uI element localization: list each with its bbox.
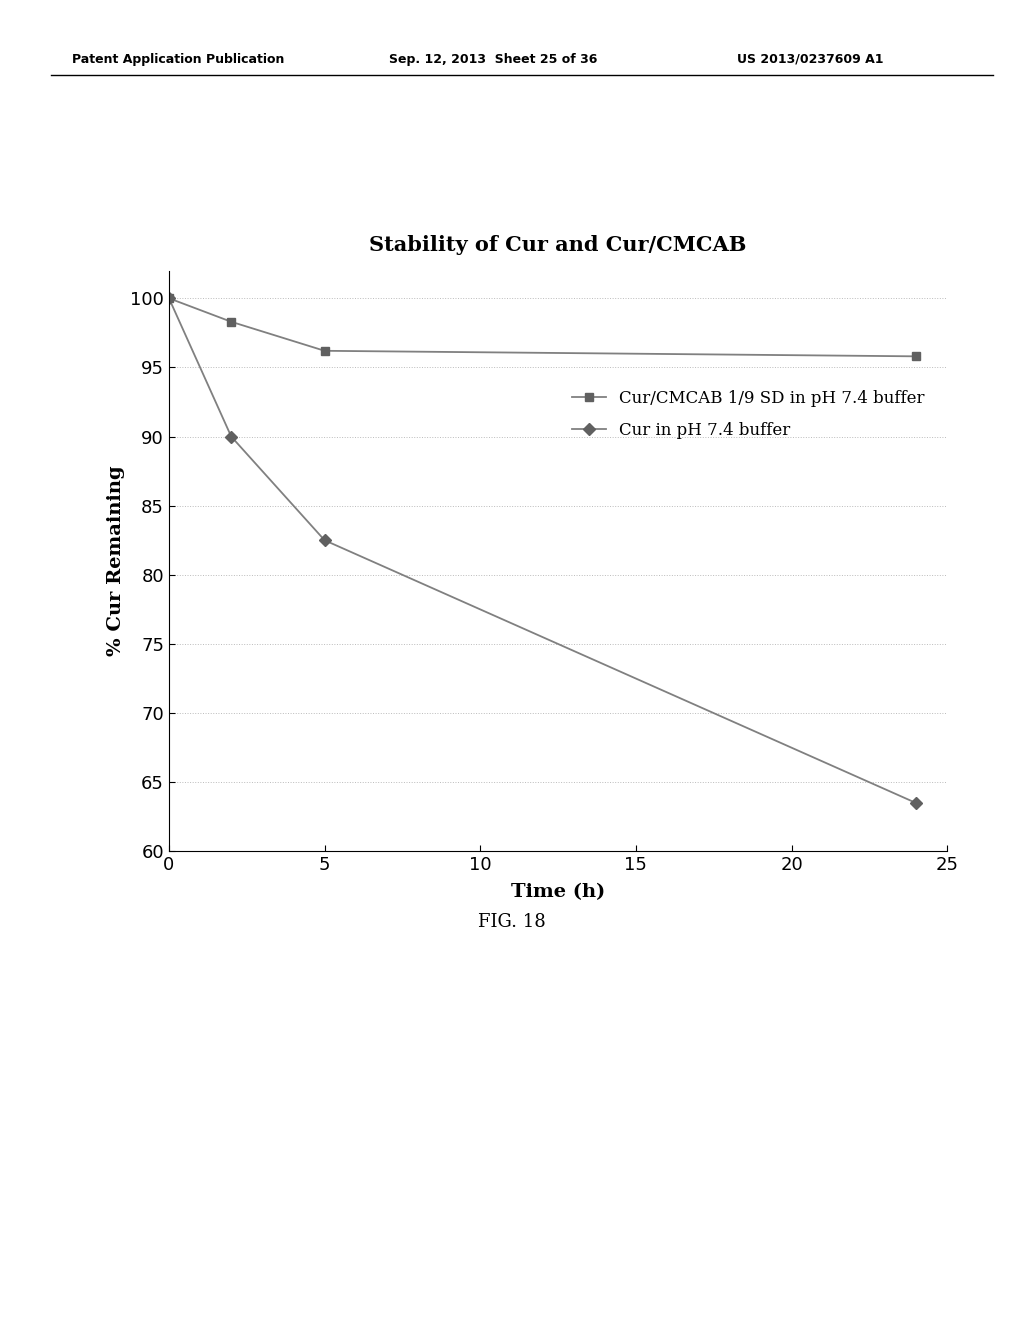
Text: US 2013/0237609 A1: US 2013/0237609 A1 bbox=[737, 53, 884, 66]
Line: Cur/CMCAB 1/9 SD in pH 7.4 buffer: Cur/CMCAB 1/9 SD in pH 7.4 buffer bbox=[165, 294, 921, 360]
Cur in pH 7.4 buffer bbox=[318, 532, 331, 548]
Legend: Cur/CMCAB 1/9 SD in pH 7.4 buffer, Cur in pH 7.4 buffer: Cur/CMCAB 1/9 SD in pH 7.4 buffer, Cur i… bbox=[565, 384, 931, 446]
Cur/CMCAB 1/9 SD in pH 7.4 buffer bbox=[225, 314, 238, 330]
Cur in pH 7.4 buffer bbox=[225, 429, 238, 445]
Cur/CMCAB 1/9 SD in pH 7.4 buffer bbox=[910, 348, 923, 364]
Text: FIG. 18: FIG. 18 bbox=[478, 913, 546, 932]
Cur/CMCAB 1/9 SD in pH 7.4 buffer bbox=[318, 343, 331, 359]
Cur in pH 7.4 buffer bbox=[910, 795, 923, 810]
X-axis label: Time (h): Time (h) bbox=[511, 883, 605, 900]
Cur/CMCAB 1/9 SD in pH 7.4 buffer bbox=[163, 290, 175, 306]
Line: Cur in pH 7.4 buffer: Cur in pH 7.4 buffer bbox=[165, 294, 921, 807]
Title: Stability of Cur and Cur/CMCAB: Stability of Cur and Cur/CMCAB bbox=[370, 235, 746, 255]
Text: Patent Application Publication: Patent Application Publication bbox=[72, 53, 284, 66]
Y-axis label: % Cur Remaining: % Cur Remaining bbox=[106, 466, 125, 656]
Cur in pH 7.4 buffer bbox=[163, 290, 175, 306]
Text: Sep. 12, 2013  Sheet 25 of 36: Sep. 12, 2013 Sheet 25 of 36 bbox=[389, 53, 597, 66]
